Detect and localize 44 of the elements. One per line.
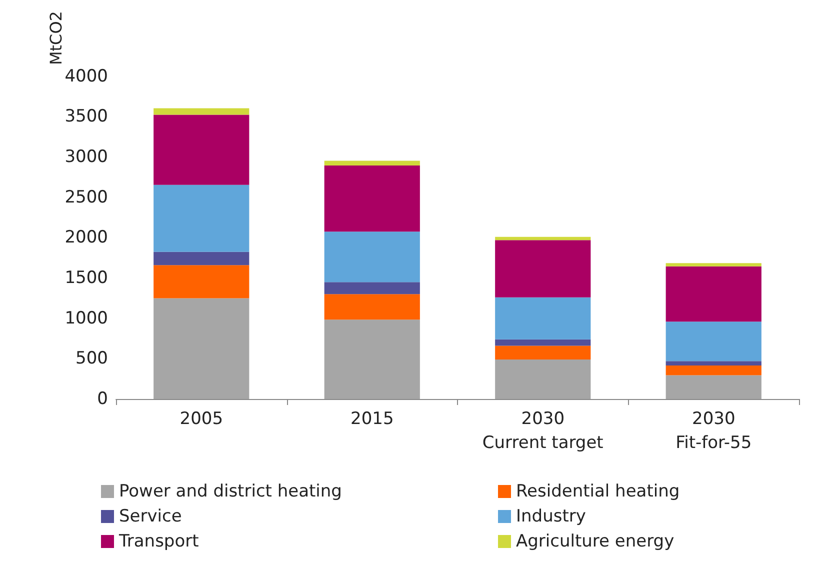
- bar: [495, 236, 591, 240]
- bar: [154, 252, 250, 266]
- bar: [324, 232, 420, 282]
- bar: [495, 240, 591, 298]
- y-axis-title: MtCO2: [46, 11, 66, 66]
- bar: [154, 114, 250, 185]
- bar: [154, 184, 250, 252]
- x-tick-label: 2030 Current target: [482, 409, 604, 453]
- y-tick-label: 3000: [64, 147, 108, 168]
- bar: [154, 108, 250, 115]
- bar: [666, 375, 762, 399]
- bar: [324, 320, 420, 399]
- y-tick-label: 0: [97, 389, 108, 409]
- legend-label: Power and district heating: [119, 482, 342, 502]
- bar: [154, 265, 250, 298]
- legend-label: Service: [119, 506, 182, 526]
- bar: [495, 346, 591, 360]
- bar: [324, 160, 420, 166]
- legend-label: Residential heating: [516, 482, 680, 502]
- y-tick-label: 500: [76, 348, 108, 369]
- bar: [666, 366, 762, 376]
- legend-label: Agriculture energy: [516, 532, 674, 552]
- legend-label: Transport: [118, 532, 200, 552]
- bar: [495, 359, 591, 399]
- bar: [324, 294, 420, 320]
- x-tick-label: 2005: [180, 409, 224, 429]
- y-tick-label: 1000: [64, 308, 108, 328]
- legend-label: Industry: [516, 506, 586, 526]
- bar: [495, 297, 591, 340]
- bar: [324, 282, 420, 294]
- bar: [324, 166, 420, 232]
- bar: [666, 263, 762, 266]
- x-tick-label: 2030 Fit-for-55: [676, 409, 752, 453]
- bar: [154, 298, 250, 399]
- y-tick-label: 3500: [64, 106, 108, 127]
- bar: [666, 266, 762, 322]
- y-tick-label: 2000: [64, 228, 108, 248]
- y-tick-label: 1500: [64, 268, 108, 288]
- y-tick-label: 4000: [64, 66, 108, 86]
- bar: [666, 322, 762, 362]
- bar: [666, 361, 762, 366]
- bar: [495, 339, 591, 346]
- x-tick-label: 2015: [350, 409, 394, 429]
- y-tick-label: 2500: [64, 187, 108, 208]
